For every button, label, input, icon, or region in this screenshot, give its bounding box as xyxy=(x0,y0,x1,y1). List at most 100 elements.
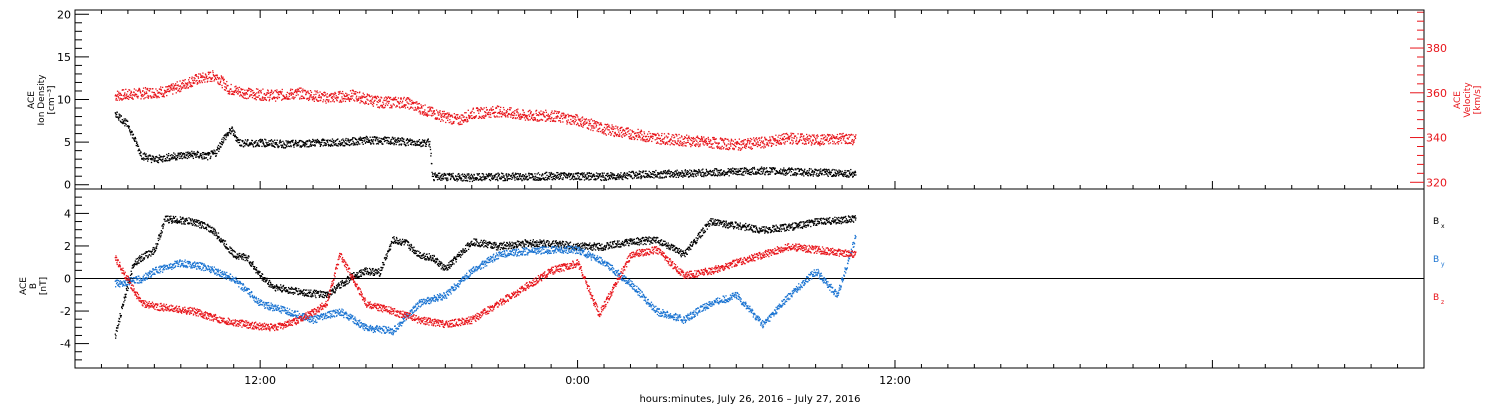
velocity-point xyxy=(163,93,165,95)
density-point xyxy=(176,156,179,159)
density-point xyxy=(496,173,498,175)
density-point xyxy=(522,174,524,176)
velocity-point xyxy=(642,135,645,137)
velocity-point xyxy=(181,86,184,88)
velocity-point xyxy=(693,138,695,140)
velocity-point xyxy=(744,144,746,146)
velocity-point xyxy=(320,97,322,99)
density-point xyxy=(833,174,835,176)
density-point xyxy=(682,174,684,177)
velocity-point xyxy=(852,140,855,142)
velocity-point xyxy=(159,93,162,95)
velocity-point xyxy=(466,118,468,121)
velocity-point xyxy=(571,115,574,118)
density-point xyxy=(367,138,369,140)
velocity-point xyxy=(124,97,127,100)
velocity-point xyxy=(390,98,392,101)
velocity-point xyxy=(407,98,409,100)
velocity-point xyxy=(117,93,119,96)
density-point xyxy=(146,155,148,157)
density-point xyxy=(753,168,756,170)
density-point xyxy=(588,172,591,175)
velocity-point xyxy=(183,85,186,87)
velocity-point xyxy=(299,98,301,100)
velocity-point xyxy=(169,86,172,88)
density-point xyxy=(289,142,291,144)
density-point xyxy=(465,174,467,177)
density-point xyxy=(181,157,183,160)
density-point xyxy=(788,167,790,169)
velocity-point xyxy=(607,126,609,128)
density-point xyxy=(681,170,683,172)
velocity-point xyxy=(428,106,430,108)
density-point xyxy=(644,176,646,179)
velocity-point xyxy=(209,76,211,79)
velocity-point xyxy=(246,97,248,100)
velocity-point xyxy=(190,84,193,87)
velocity-point xyxy=(516,117,519,119)
velocity-point xyxy=(660,140,662,142)
density-point xyxy=(219,142,221,144)
velocity-point xyxy=(116,94,118,97)
velocity-point xyxy=(157,95,159,98)
density-point xyxy=(123,118,125,120)
velocity-point xyxy=(759,142,762,144)
velocity-point xyxy=(811,142,813,145)
density-point xyxy=(583,175,585,178)
velocity-point xyxy=(196,83,198,85)
velocity-point xyxy=(161,86,164,89)
velocity-point xyxy=(342,100,344,102)
velocity-point xyxy=(736,143,738,145)
density-point xyxy=(754,172,757,174)
velocity-point xyxy=(421,113,423,115)
velocity-point xyxy=(820,134,822,137)
velocity-point xyxy=(329,94,332,97)
velocity-point xyxy=(842,135,844,137)
velocity-point xyxy=(196,81,199,84)
velocity-point xyxy=(663,141,665,143)
density-point xyxy=(355,141,357,144)
velocity-point xyxy=(350,95,353,97)
velocity-point xyxy=(499,110,501,113)
bx-point xyxy=(138,256,140,258)
velocity-point xyxy=(801,133,803,135)
density-point xyxy=(399,143,401,145)
density-point xyxy=(649,175,651,177)
velocity-point xyxy=(698,144,700,146)
velocity-point xyxy=(522,114,525,117)
density-point xyxy=(233,130,236,132)
density-point xyxy=(186,154,188,157)
velocity-point xyxy=(540,110,542,112)
density-point xyxy=(819,172,821,174)
velocity-point xyxy=(603,126,606,129)
velocity-point xyxy=(661,140,664,143)
velocity-point xyxy=(533,113,535,115)
density-point xyxy=(475,177,477,179)
density-point xyxy=(336,144,338,146)
velocity-point xyxy=(689,142,691,145)
density-point xyxy=(510,174,513,177)
velocity-point xyxy=(399,100,402,103)
velocity-point xyxy=(127,95,129,97)
density-point xyxy=(619,175,621,177)
density-point xyxy=(762,172,764,174)
velocity-point xyxy=(595,123,597,125)
velocity-point xyxy=(742,143,744,145)
density-point xyxy=(838,175,840,177)
density-point xyxy=(418,144,420,146)
velocity-point xyxy=(551,110,553,112)
velocity-point xyxy=(512,117,515,119)
velocity-point xyxy=(836,133,839,136)
velocity-point xyxy=(367,103,370,105)
velocity-point xyxy=(451,114,453,116)
velocity-point xyxy=(159,91,161,94)
density-point xyxy=(295,140,297,143)
density-point xyxy=(316,138,319,141)
velocity-point xyxy=(375,96,377,98)
density-point xyxy=(255,139,257,142)
density-point xyxy=(441,179,443,181)
density-point xyxy=(691,175,693,178)
density-point xyxy=(698,169,700,171)
velocity-point xyxy=(619,127,622,129)
density-point xyxy=(473,174,475,176)
